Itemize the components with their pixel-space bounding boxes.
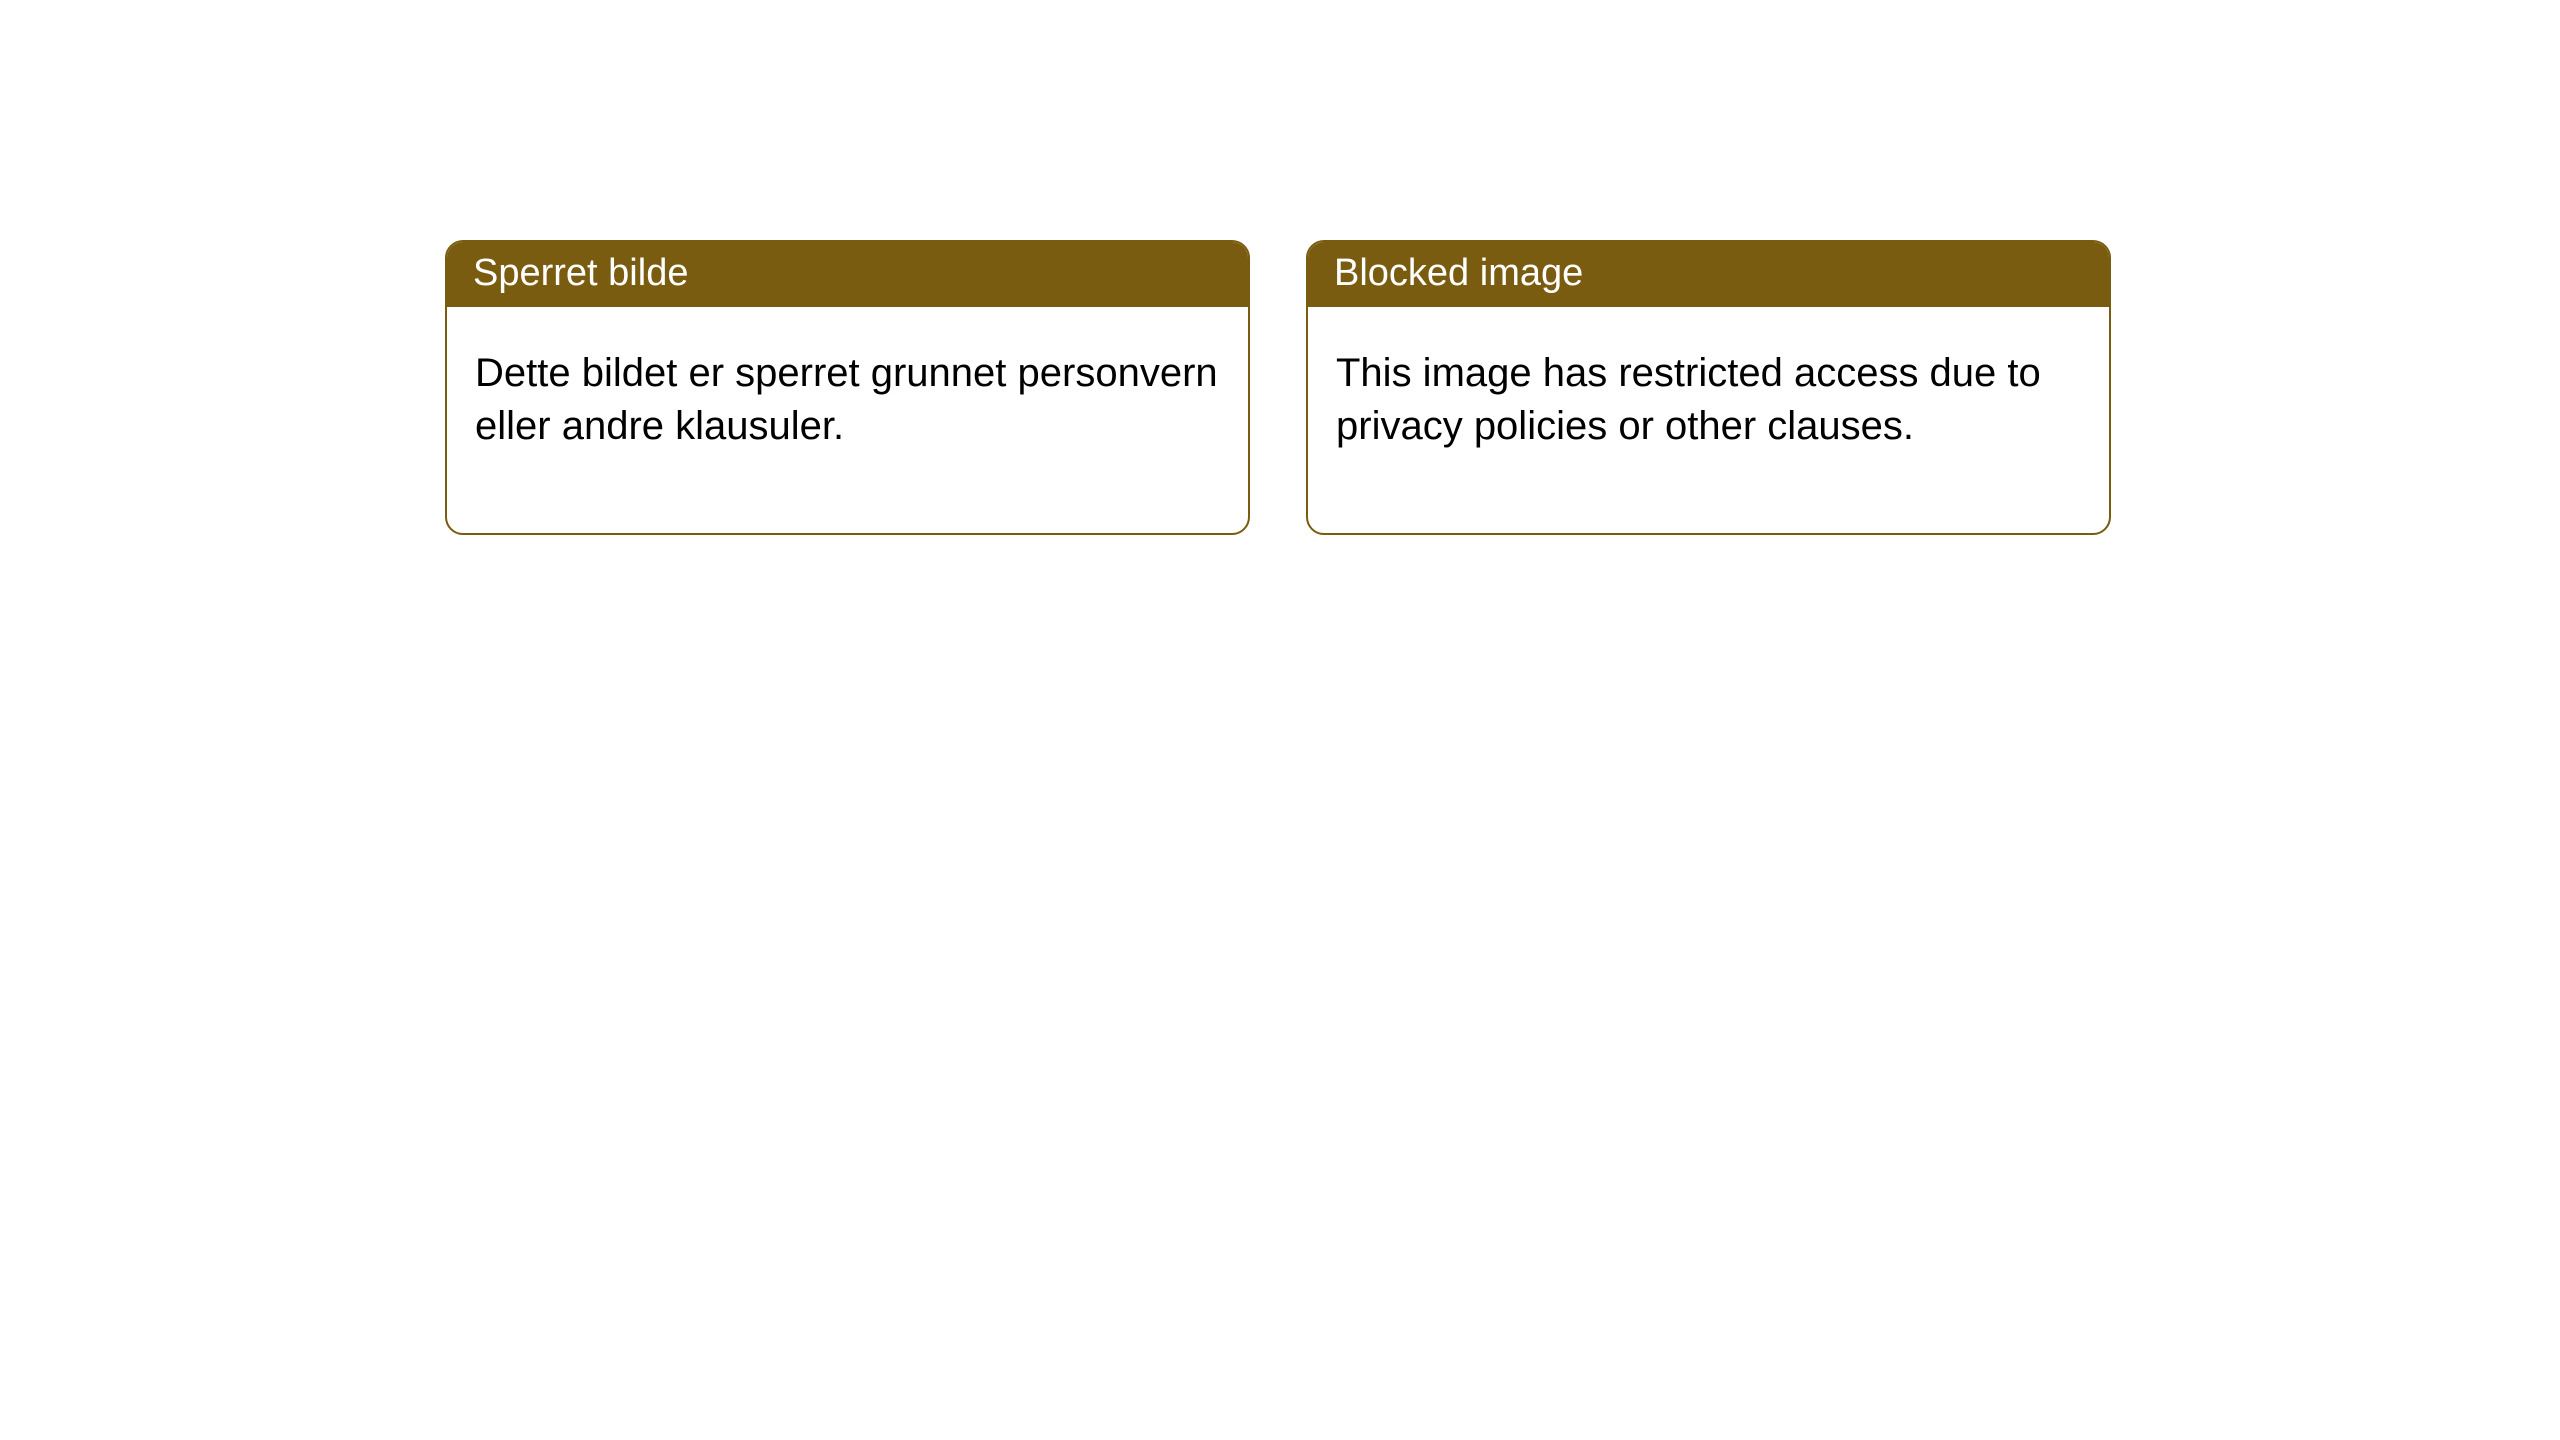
notice-body: Dette bildet er sperret grunnet personve… <box>447 307 1248 533</box>
notice-card-english: Blocked image This image has restricted … <box>1306 240 2111 535</box>
notice-header: Sperret bilde <box>447 242 1248 307</box>
notice-container: Sperret bilde Dette bildet er sperret gr… <box>445 240 2111 535</box>
notice-title: Blocked image <box>1334 252 1583 294</box>
notice-title: Sperret bilde <box>473 252 688 294</box>
notice-card-norwegian: Sperret bilde Dette bildet er sperret gr… <box>445 240 1250 535</box>
notice-body-text: Dette bildet er sperret grunnet personve… <box>475 351 1218 448</box>
notice-body-text: This image has restricted access due to … <box>1336 351 2041 448</box>
notice-header: Blocked image <box>1308 242 2109 307</box>
notice-body: This image has restricted access due to … <box>1308 307 2109 533</box>
